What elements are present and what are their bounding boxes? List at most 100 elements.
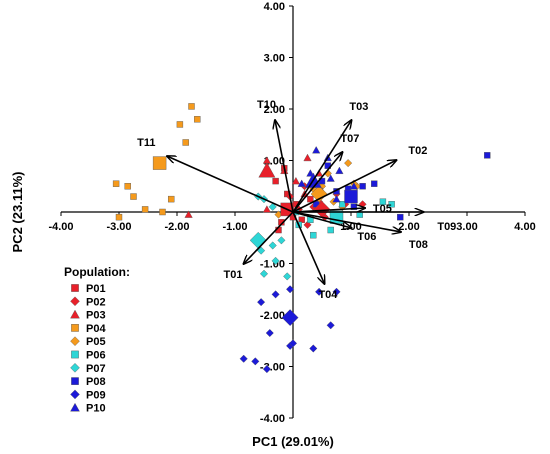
y-tick-label: -3.00 [260, 362, 285, 374]
data-point-p03 [303, 153, 312, 162]
x-axis-title: PC1 (29.01%) [252, 434, 334, 449]
data-point-p09 [332, 287, 341, 296]
data-point-p06 [379, 198, 387, 205]
data-point-p09 [262, 365, 271, 374]
data-point-p04 [130, 193, 137, 200]
data-point-p07 [268, 241, 277, 250]
data-point-p09 [309, 344, 318, 353]
centroid-p08 [344, 189, 358, 204]
legend-label-p10: P10 [86, 403, 106, 415]
legend-marker-p07 [70, 363, 80, 373]
data-point-p01 [272, 177, 279, 185]
data-points [112, 103, 491, 374]
vector-t07 [292, 152, 342, 213]
data-point-p04 [176, 121, 184, 128]
centroid-p09 [281, 309, 299, 326]
vector-label-t03: T03 [349, 101, 368, 113]
vector-label-t10: T10 [257, 99, 276, 111]
legend-marker-p03 [70, 309, 80, 319]
data-point-p04 [194, 116, 201, 123]
data-point-p08 [397, 213, 404, 221]
x-tick-label: -2.00 [164, 221, 189, 233]
data-point-p09 [257, 298, 266, 307]
data-point-p04 [182, 139, 189, 146]
data-point-p09 [265, 328, 274, 338]
data-point-p06 [310, 231, 317, 239]
vector-t01 [244, 211, 294, 264]
data-point-p09 [271, 290, 280, 299]
data-point-p02 [303, 220, 312, 229]
legend-label-p05: P05 [86, 336, 106, 348]
vector-label-t06: T06 [357, 231, 376, 243]
y-tick-label: 1.00 [264, 156, 285, 168]
data-point-p04 [167, 195, 175, 203]
vector-label-t01: T01 [224, 269, 243, 281]
x-tick-label: 3.00 [456, 221, 477, 233]
data-point-p04 [112, 180, 120, 187]
y-tick-label: 2.00 [264, 104, 285, 116]
x-tick-label: 2.00 [398, 221, 419, 233]
data-point-p06 [388, 201, 395, 208]
loading-vectors: T01 T02 T03 T04 T05 T06 T07 T08 T09 T10 T11 [137, 99, 456, 301]
legend-label-p07: P07 [86, 363, 106, 375]
data-point-p08 [359, 183, 366, 190]
legend-title: Population: [64, 265, 130, 279]
data-point-p09 [239, 354, 248, 363]
vector-t08 [292, 211, 401, 232]
data-point-p09 [251, 357, 260, 366]
legend-marker-p01 [71, 284, 79, 292]
y-tick-label: -2.00 [260, 310, 285, 322]
vector-label-t05: T05 [373, 203, 392, 215]
data-point-p10 [332, 194, 341, 203]
legend-label-p03: P03 [86, 310, 106, 322]
legend-label-p06: P06 [86, 350, 106, 362]
legend-label-p02: P02 [86, 296, 106, 308]
data-point-p03 [184, 210, 193, 218]
data-point-p08 [371, 180, 378, 187]
data-point-p10 [297, 179, 306, 187]
data-point-p07 [271, 256, 280, 265]
data-point-p04 [115, 213, 123, 221]
legend-marker-p02 [70, 296, 80, 307]
data-point-p10 [326, 174, 335, 182]
data-point-p09 [315, 287, 324, 296]
vector-label-t07: T07 [340, 133, 359, 145]
vector-t04 [292, 211, 324, 284]
data-point-p07 [259, 269, 269, 278]
vector-label-t11: T11 [137, 137, 155, 149]
data-point-p04 [141, 206, 149, 213]
vector-t10 [275, 120, 294, 213]
data-point-p03 [291, 176, 300, 185]
data-point-p07 [268, 202, 277, 211]
legend-label-p09: P09 [86, 389, 106, 401]
data-point-p08 [484, 152, 491, 159]
y-tick-label: 4.00 [264, 1, 285, 13]
y-tick-label: 3.00 [264, 53, 285, 65]
data-point-p09 [286, 285, 295, 294]
legend-marker-p05 [70, 336, 80, 346]
data-point-p03 [262, 205, 271, 213]
vector-t11 [167, 156, 294, 213]
vector-label-t09: T09 [437, 221, 456, 233]
legend-marker-p06 [71, 350, 79, 359]
data-point-p04 [159, 208, 166, 216]
centroid-p05 [310, 185, 328, 203]
centroid-p03 [258, 162, 276, 178]
centroid-p07 [249, 231, 267, 249]
vector-label-t04: T04 [318, 289, 338, 301]
legend-marker-p08 [71, 377, 79, 385]
x-tick-label: -1.00 [222, 221, 247, 233]
legend-label-p08: P08 [86, 376, 106, 388]
data-point-p10 [349, 182, 358, 190]
data-point-p01 [307, 195, 314, 203]
centroid-p04 [152, 156, 167, 170]
data-point-p06 [327, 226, 334, 234]
legend-marker-p09 [70, 389, 80, 400]
x-tick-label: 4.00 [514, 221, 535, 233]
x-tick-label: -4.00 [48, 221, 73, 233]
data-point-p04 [188, 103, 195, 110]
y-axis-title: PC2 (23.11%) [10, 172, 25, 253]
data-point-p07 [277, 236, 286, 245]
